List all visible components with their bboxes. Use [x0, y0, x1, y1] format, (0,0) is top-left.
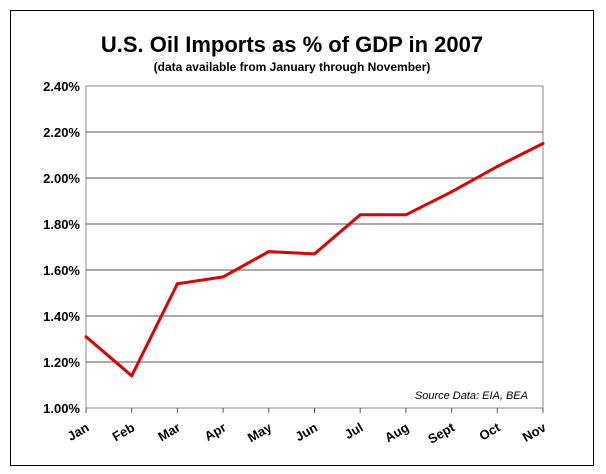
x-tick-label: Mar	[155, 420, 183, 445]
data-point	[313, 252, 316, 256]
chart-subtitle: (data available from January through Nov…	[154, 60, 431, 74]
data-point	[267, 250, 271, 254]
data-point	[541, 142, 545, 145]
source-note: Source Data: EIA, BEA	[415, 390, 528, 402]
x-tick-label: Apr	[202, 420, 229, 444]
x-tick-label: Feb	[110, 420, 138, 445]
data-point	[175, 282, 179, 286]
chart-title: U.S. Oil Imports as % of GDP in 2007	[101, 32, 483, 57]
y-tick-label: 1.40%	[43, 309, 80, 324]
x-axis-ticks: Jan Feb Mar Apr May Jun Jul Aug Sept Oct Nov	[65, 408, 549, 447]
x-tick-label: Jul	[342, 420, 366, 442]
series-layer	[84, 142, 545, 378]
y-tick-label: 2.20%	[43, 125, 80, 140]
x-tick-label: Jun	[292, 420, 320, 445]
x-tick-label: May	[245, 419, 275, 445]
data-point	[130, 374, 134, 378]
data-point	[450, 190, 454, 194]
plot-area	[85, 85, 544, 409]
x-tick-label: Aug	[382, 420, 411, 446]
data-point	[404, 213, 408, 217]
x-tick-label: Sept	[425, 419, 457, 446]
y-axis-ticks: 1.00% 1.20% 1.40% 1.60% 1.80% 2.00% 2.20% 2.40%	[43, 79, 80, 416]
y-tick-label: 1.60%	[43, 263, 80, 278]
x-tick-label: Jan	[65, 420, 92, 444]
data-point	[358, 213, 362, 217]
y-tick-label: 1.80%	[43, 217, 80, 232]
x-tick-label: Oct	[477, 419, 504, 443]
y-tick-label: 2.40%	[43, 79, 80, 94]
y-tick-label: 1.20%	[43, 355, 80, 370]
x-tick-label: Nov	[520, 419, 549, 445]
y-tick-label: 1.00%	[43, 401, 80, 416]
data-point	[84, 335, 88, 339]
data-point	[495, 165, 499, 168]
y-tick-label: 2.00%	[43, 171, 80, 186]
data-point	[221, 275, 225, 279]
